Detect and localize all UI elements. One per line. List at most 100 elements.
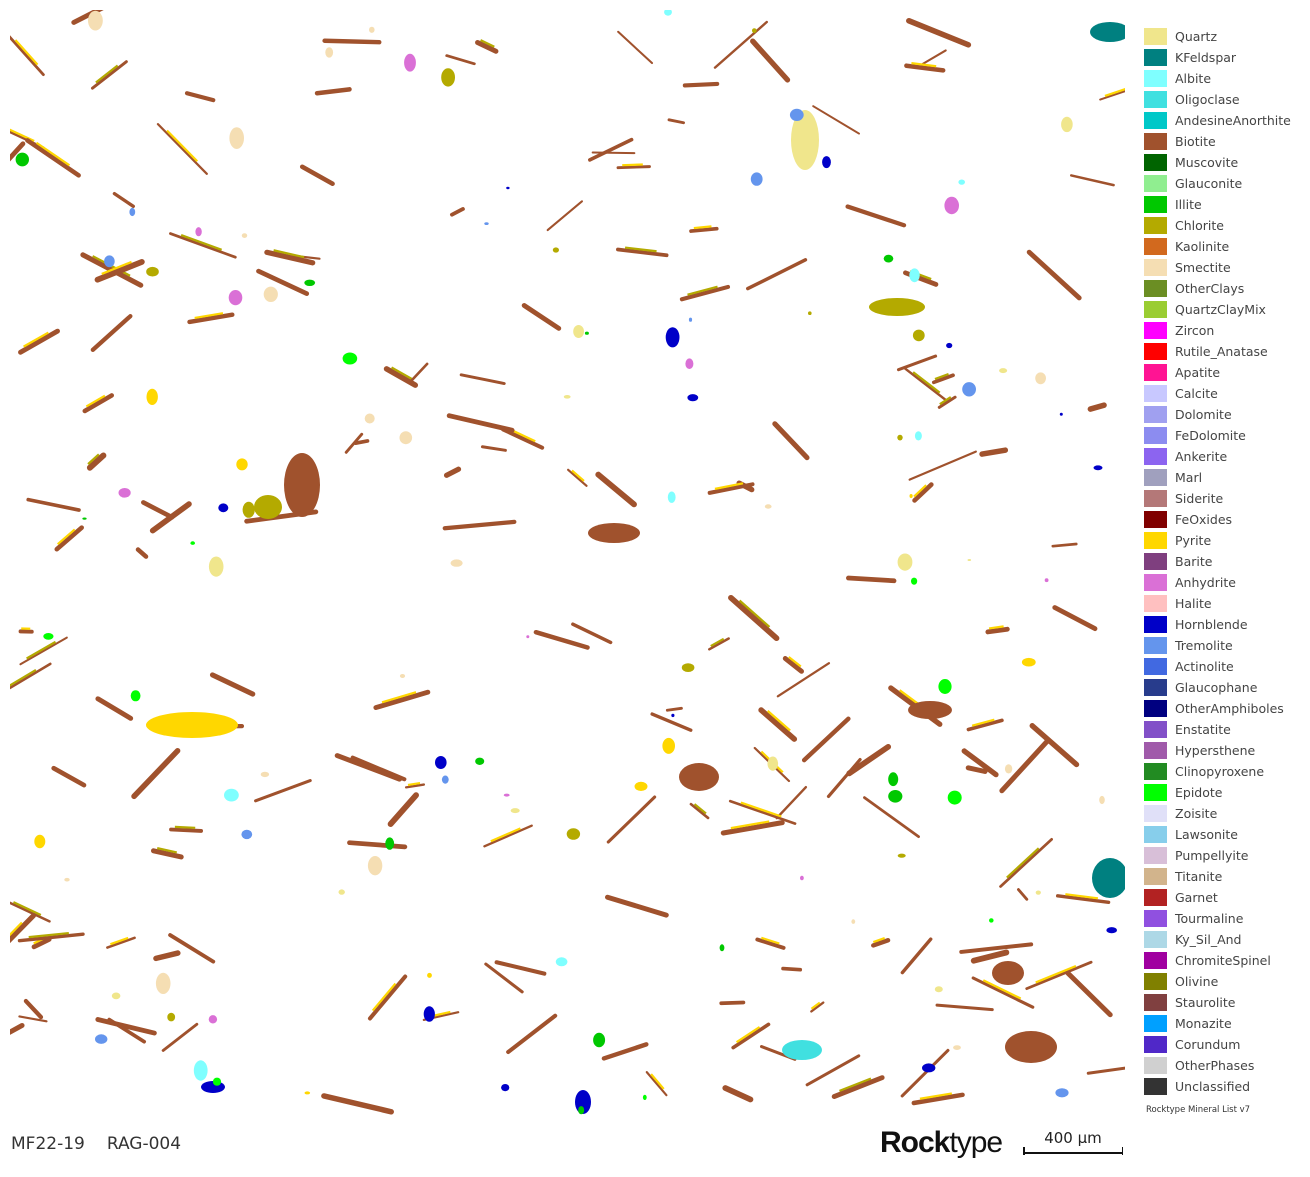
accessory-grain: [566, 828, 581, 840]
biotite-grain: [10, 662, 52, 701]
pyrite-streak: [23, 331, 49, 348]
legend-swatch: [1144, 763, 1167, 780]
pyrite-streak: [982, 979, 1022, 1000]
biotite-grain: [900, 937, 933, 975]
legend-label: Kaolinite: [1175, 239, 1230, 254]
accessory-grain: [719, 944, 725, 952]
pyrite-streak: [21, 627, 31, 630]
accessory-grain: [228, 290, 243, 306]
accessory-grain: [1021, 657, 1036, 667]
pyrite-streak: [101, 260, 132, 275]
accessory-grain: [671, 713, 675, 718]
legend-label: Calcite: [1175, 386, 1218, 401]
mineral-grain: [1092, 858, 1125, 898]
accessory-grain: [578, 1106, 585, 1115]
biotite-grain: [367, 974, 408, 1021]
accessory-grain: [962, 382, 976, 397]
biotite-grain: [10, 34, 45, 77]
legend-item: Kaolinite: [1144, 236, 1304, 257]
biotite-grain: [776, 662, 831, 698]
biotite-grain: [566, 468, 588, 487]
accessory-grain: [193, 1060, 208, 1081]
biotite-grain: [141, 500, 175, 520]
pyrite-streak: [35, 141, 71, 167]
biotite-grain: [617, 30, 654, 65]
accessory-grain: [43, 633, 54, 640]
accessory-grain: [229, 127, 244, 149]
biotite-grain: [781, 966, 803, 972]
biotite-grain: [135, 547, 149, 559]
biotite-grain: [18, 629, 34, 634]
legend-label: Unclassified: [1175, 1079, 1251, 1094]
accessory-grain: [808, 311, 812, 316]
accessory-grain: [167, 1012, 176, 1022]
accessory-grain: [789, 108, 804, 121]
legend-swatch: [1144, 637, 1167, 654]
legend-item: Actinolite: [1144, 656, 1304, 677]
sample-label: MF22-19 RAG-004: [11, 1134, 203, 1154]
biotite-grain: [31, 937, 52, 950]
pyrite-streak: [939, 396, 952, 406]
mineral-grain: [588, 523, 640, 543]
legend-item: FeOxides: [1144, 509, 1304, 530]
biotite-grain: [187, 312, 235, 325]
biotite-grain: [254, 779, 312, 803]
biotite-grain: [667, 118, 685, 125]
legend-swatch: [1144, 280, 1167, 297]
biotite-grain: [373, 689, 431, 711]
pyrite-streak: [371, 982, 397, 1012]
legend-label: QuartzClayMix: [1175, 302, 1266, 317]
pyrite-streak: [912, 371, 941, 394]
pyrite-streak: [509, 428, 536, 443]
mineral-grain: [782, 1040, 822, 1060]
legend-label: Pumpellyite: [1175, 848, 1249, 863]
biotite-grain: [731, 1022, 771, 1050]
mineral-grain: [146, 712, 238, 738]
biotite-grain: [86, 452, 107, 471]
legend-swatch: [1144, 343, 1167, 360]
mineral-grain: [284, 453, 320, 517]
biotite-grain: [805, 1054, 861, 1087]
legend-swatch: [1144, 931, 1167, 948]
mineral-grain: [254, 495, 282, 519]
biotite-grain: [722, 1085, 754, 1103]
mineral-grain: [1090, 22, 1125, 42]
accessory-grain: [1055, 1088, 1069, 1098]
legend-item: Monazite: [1144, 1013, 1304, 1034]
accessory-grain: [752, 28, 757, 33]
biotite-grain: [1052, 605, 1098, 632]
accessory-grain: [501, 1084, 510, 1092]
legend-item: Clinopyroxene: [1144, 761, 1304, 782]
biotite-grain: [903, 270, 939, 287]
legend-label: Ky_Sil_And: [1175, 932, 1242, 947]
biotite-grain: [650, 712, 693, 732]
accessory-grain: [687, 394, 699, 402]
accessory-grain: [944, 196, 959, 215]
legend-swatch: [1144, 175, 1167, 192]
legend-label: Staurolite: [1175, 995, 1236, 1010]
legend-item: OtherAmphiboles: [1144, 698, 1304, 719]
mineral-grain: [1005, 1031, 1057, 1063]
accessory-grain: [593, 1032, 606, 1048]
accessory-grain: [573, 325, 584, 338]
accessory-grain: [212, 1077, 222, 1086]
pyrite-streak: [710, 637, 725, 648]
biotite-grain: [314, 87, 352, 96]
biotite-grain: [759, 1045, 797, 1061]
accessory-grain: [338, 889, 345, 895]
legend-item: Tourmaline: [1144, 908, 1304, 929]
biotite-grain: [979, 447, 1009, 457]
mineral-grain: [992, 961, 1024, 985]
legend-label: Olivine: [1175, 974, 1219, 989]
accessory-grain: [260, 771, 270, 778]
legend-item: Zircon: [1144, 320, 1304, 341]
accessory-grain: [688, 317, 693, 322]
pyrite-streak: [730, 820, 770, 830]
legend-label: Titanite: [1175, 869, 1223, 884]
biotite-grain: [1029, 723, 1080, 768]
biotite-grain: [106, 936, 136, 949]
biotite-grain: [94, 258, 145, 283]
legend-item: Pyrite: [1144, 530, 1304, 551]
biotite-grain: [153, 950, 181, 962]
accessory-grain: [304, 1091, 311, 1095]
